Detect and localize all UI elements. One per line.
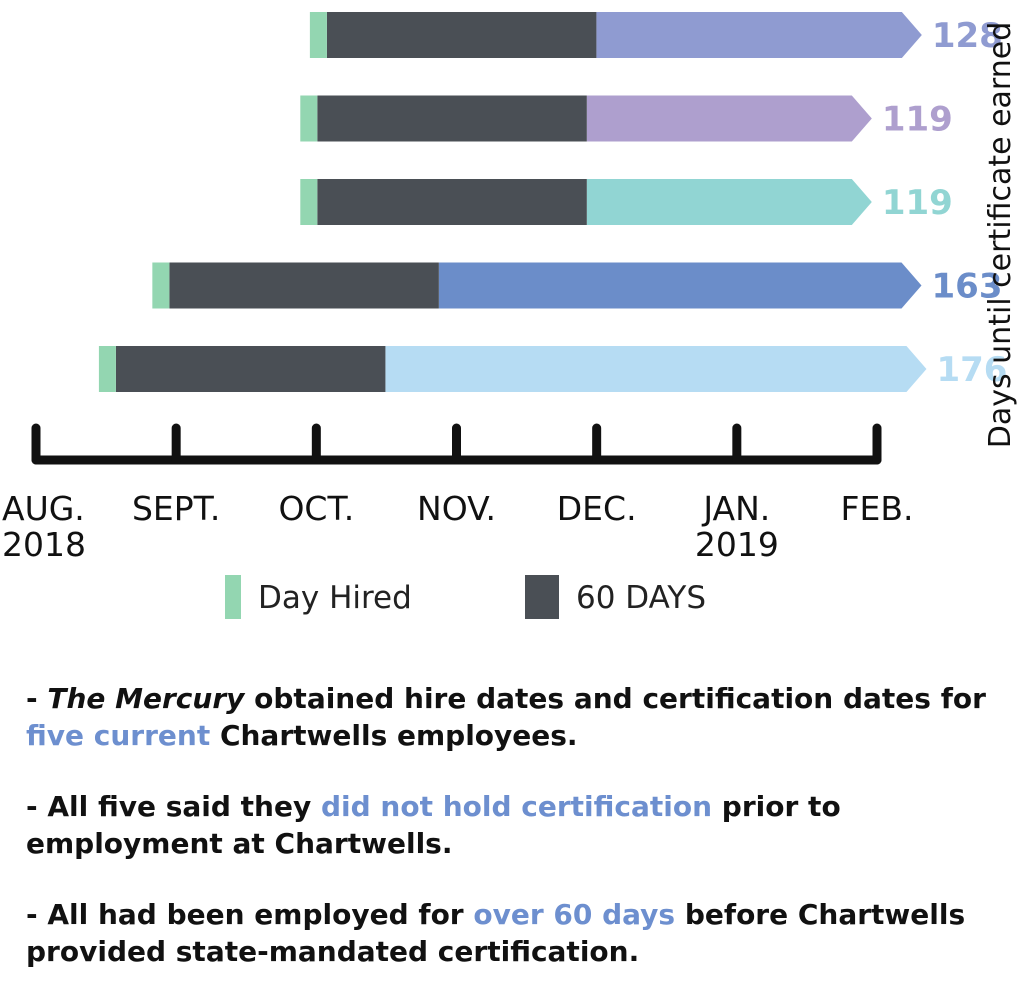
note-text: - bbox=[26, 682, 48, 715]
tick-label: OCT. bbox=[278, 489, 354, 528]
bar-row: 128 bbox=[309, 12, 1003, 58]
certification-timeline-chart: 128 119 119 163 176 AUG.2018 SEPT. OCT. NOV. DEC… bbox=[2, 12, 1018, 619]
bar-value-label: 163 bbox=[932, 267, 1003, 307]
bar-row: 119 bbox=[300, 179, 953, 225]
tick-label-year: 2018 bbox=[2, 525, 86, 564]
note-text: Chartwells employees. bbox=[210, 719, 578, 752]
note-paragraph: - The Mercury obtained hire dates and ce… bbox=[26, 680, 1006, 754]
bar-60-days-segment bbox=[317, 95, 587, 142]
legend-swatch bbox=[225, 575, 241, 619]
bar-day-hired-segment bbox=[98, 346, 116, 392]
tick-labels-group: AUG.2018 SEPT. OCT. NOV. DEC. JAN.2019 FEB. bbox=[2, 489, 913, 564]
bar-remaining-segment bbox=[596, 12, 922, 58]
bar-value-label: 176 bbox=[936, 350, 1007, 390]
note-highlight: did not hold certification bbox=[320, 790, 713, 823]
note-text: - All five said they bbox=[26, 790, 321, 823]
bar-value-label: 119 bbox=[882, 100, 953, 140]
bar-remaining-segment bbox=[385, 346, 927, 392]
legend-swatch bbox=[525, 575, 559, 619]
bar-row: 176 bbox=[98, 346, 1007, 392]
bar-day-hired-segment bbox=[152, 262, 170, 309]
note-paragraph: - All five said they did not hold certif… bbox=[26, 788, 1006, 862]
bar-remaining-segment bbox=[586, 179, 872, 225]
bar-60-days-segment bbox=[169, 262, 439, 309]
legend-item: Day Hired bbox=[225, 575, 412, 619]
bar-60-days-segment bbox=[115, 346, 386, 392]
tick-label-year: 2019 bbox=[695, 525, 779, 564]
bar-value-label: 128 bbox=[932, 16, 1003, 56]
note-text: obtained hire dates and certification da… bbox=[244, 682, 986, 715]
bar-row: 119 bbox=[300, 95, 953, 142]
bar-row: 163 bbox=[152, 262, 1003, 309]
note-text: prior to employment at Chartwells. bbox=[26, 790, 841, 860]
tick-label: SEPT. bbox=[132, 489, 220, 528]
bar-day-hired-segment bbox=[300, 179, 318, 225]
tick-label: DEC. bbox=[557, 489, 637, 528]
note-paragraph: - All had been employed for over 60 days… bbox=[26, 896, 1006, 970]
note-highlight: over 60 days bbox=[473, 898, 676, 931]
y-axis-label: Days until certificate earned bbox=[983, 22, 1018, 448]
note-text: - All had been employed for bbox=[26, 898, 474, 931]
note-text: before Chartwells provided state-mandate… bbox=[26, 898, 966, 968]
bar-60-days-segment bbox=[317, 179, 587, 225]
bar-remaining-segment bbox=[438, 262, 922, 309]
notes-section: - The Mercury obtained hire dates and ce… bbox=[26, 680, 1006, 1004]
bar-day-hired-segment bbox=[300, 95, 318, 142]
bar-60-days-segment bbox=[326, 12, 597, 58]
bar-day-hired-segment bbox=[309, 12, 327, 58]
bar-remaining-segment bbox=[586, 95, 872, 142]
tick-label: AUG. bbox=[2, 489, 85, 528]
tick-label: JAN. bbox=[701, 489, 770, 528]
note-text: The Mercury bbox=[47, 682, 245, 715]
bar-value-label: 119 bbox=[882, 183, 953, 223]
legend-label: Day Hired bbox=[258, 580, 412, 616]
legend-label: 60 DAYS bbox=[576, 580, 706, 616]
legend: Day Hired 60 DAYS bbox=[225, 575, 706, 619]
legend-item: 60 DAYS bbox=[525, 575, 706, 619]
timeline-axis bbox=[31, 423, 882, 465]
note-highlight: five current bbox=[26, 719, 211, 752]
tick-label: NOV. bbox=[417, 489, 496, 528]
tick-label: FEB. bbox=[841, 489, 914, 528]
bars-group: 128 119 119 163 176 bbox=[98, 12, 1007, 392]
